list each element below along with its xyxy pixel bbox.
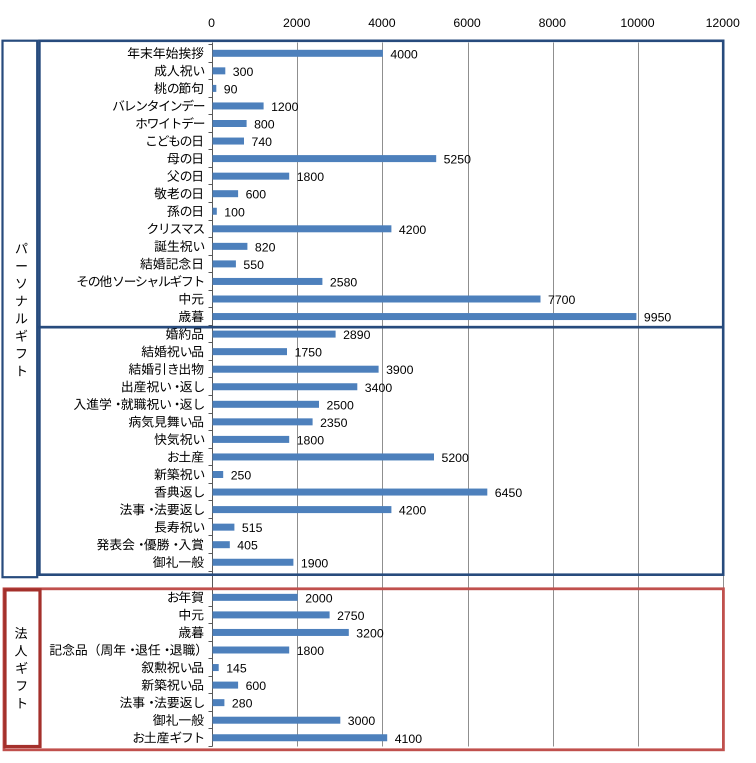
svg-text:2580: 2580 — [330, 275, 358, 289]
svg-text:250: 250 — [231, 469, 252, 483]
svg-text:1800: 1800 — [297, 433, 325, 447]
svg-text:3400: 3400 — [365, 381, 393, 395]
svg-text:90: 90 — [224, 82, 238, 96]
svg-text:515: 515 — [242, 521, 263, 535]
svg-text:4000: 4000 — [368, 16, 396, 30]
svg-text:1750: 1750 — [295, 346, 323, 360]
svg-text:820: 820 — [255, 240, 276, 254]
svg-text:7700: 7700 — [548, 293, 576, 307]
svg-text:4100: 4100 — [395, 732, 423, 746]
svg-text:1200: 1200 — [271, 100, 299, 114]
svg-text:300: 300 — [233, 65, 254, 79]
svg-text:4200: 4200 — [399, 223, 427, 237]
svg-text:9950: 9950 — [644, 311, 672, 325]
svg-text:4200: 4200 — [399, 504, 427, 518]
svg-text:800: 800 — [254, 118, 275, 132]
svg-text:405: 405 — [237, 539, 258, 553]
svg-text:600: 600 — [246, 679, 267, 693]
svg-text:600: 600 — [246, 188, 267, 202]
svg-text:6000: 6000 — [453, 16, 481, 30]
svg-text:2500: 2500 — [327, 398, 355, 412]
svg-text:6450: 6450 — [495, 486, 523, 500]
svg-text:5250: 5250 — [444, 153, 472, 167]
svg-text:1800: 1800 — [297, 170, 325, 184]
svg-text:2750: 2750 — [337, 609, 365, 623]
svg-text:0: 0 — [208, 16, 215, 30]
svg-text:10000: 10000 — [620, 16, 654, 30]
svg-text:740: 740 — [252, 135, 273, 149]
svg-text:280: 280 — [232, 697, 253, 711]
svg-text:1900: 1900 — [301, 556, 329, 570]
svg-text:2000: 2000 — [305, 591, 333, 605]
svg-text:100: 100 — [224, 205, 245, 219]
svg-text:145: 145 — [226, 662, 247, 676]
svg-text:2890: 2890 — [343, 328, 371, 342]
svg-text:3200: 3200 — [356, 626, 384, 640]
svg-text:5200: 5200 — [442, 451, 470, 465]
svg-text:8000: 8000 — [539, 16, 567, 30]
svg-text:2000: 2000 — [283, 16, 311, 30]
svg-text:550: 550 — [243, 258, 264, 272]
svg-text:1800: 1800 — [297, 644, 325, 658]
svg-text:2350: 2350 — [320, 416, 348, 430]
svg-text:3900: 3900 — [386, 363, 414, 377]
svg-text:4000: 4000 — [390, 47, 418, 61]
svg-text:3000: 3000 — [348, 714, 376, 728]
svg-text:12000: 12000 — [706, 16, 740, 30]
